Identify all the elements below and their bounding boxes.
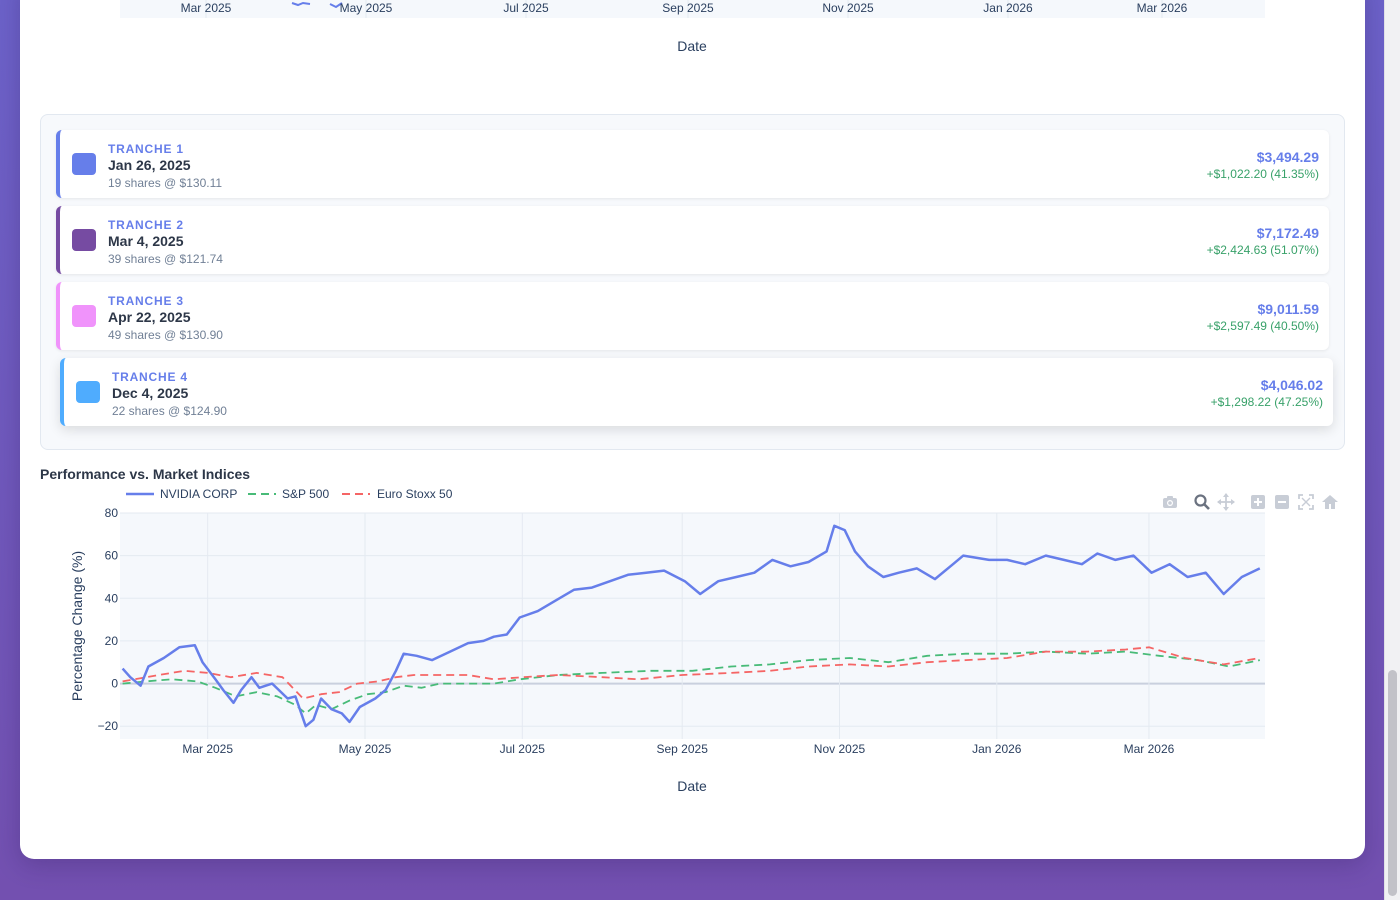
top-x-tick: Sep 2025: [662, 1, 714, 15]
tranche-gain: +$1,298.22 (47.25%): [1210, 395, 1323, 409]
tranche-color-swatch: [72, 305, 96, 327]
tranche-card-4[interactable]: TRANCHE 4 Dec 4, 2025 22 shares @ $124.9…: [60, 358, 1333, 426]
tranche-card-2[interactable]: TRANCHE 2 Mar 4, 2025 39 shares @ $121.7…: [56, 206, 1329, 274]
tranche-label: TRANCHE 3: [108, 294, 184, 308]
camera-icon[interactable]: [1160, 492, 1180, 512]
y-tick-label: 60: [105, 549, 119, 563]
tranche-gain: +$2,424.63 (51.07%): [1206, 243, 1319, 257]
zoom-icon[interactable]: [1192, 492, 1212, 512]
tranche-color-swatch: [72, 153, 96, 175]
series-line-nvidia[interactable]: [121, 524, 1261, 728]
top-chart-plot-area: [120, 0, 1265, 18]
tranche-label: TRANCHE 2: [108, 218, 184, 232]
zoom-in-icon[interactable]: [1248, 492, 1268, 512]
x-tick-label: May 2025: [339, 742, 392, 756]
x-tick-label: Jul 2025: [500, 742, 546, 756]
tranche-label: TRANCHE 4: [112, 370, 188, 384]
y-tick-label: 80: [105, 506, 119, 520]
plot-area: [120, 513, 1265, 739]
y-tick-label: 40: [105, 591, 119, 605]
scrollbar-track[interactable]: [1384, 0, 1400, 900]
autoscale-icon[interactable]: [1296, 492, 1316, 512]
performance-section-title: Performance vs. Market Indices: [40, 466, 251, 482]
x-tick-label: Jan 2026: [972, 742, 1022, 756]
tranche-panel: TRANCHE 1 Jan 26, 2025 19 shares @ $130.…: [40, 114, 1345, 450]
x-tick-label: Nov 2025: [814, 742, 866, 756]
series-line-sp500[interactable]: [122, 650, 1260, 715]
top-x-tick: Nov 2025: [822, 1, 874, 15]
top-x-tick: Jul 2025: [503, 1, 549, 15]
tranche-card-3[interactable]: TRANCHE 3 Apr 22, 2025 49 shares @ $130.…: [56, 282, 1329, 350]
top-chart: Mar 2025 May 2025 Jul 2025 Sep 2025 Nov …: [120, 0, 1265, 54]
axes: −20 0 20 40 60 80 Mar 2025 May 2025 Jul 2025 Sep …: [98, 506, 1175, 756]
top-x-axis-title: Date: [677, 38, 707, 54]
tranche-gain: +$1,022.20 (41.35%): [1206, 167, 1319, 181]
tranche-card-1[interactable]: TRANCHE 1 Jan 26, 2025 19 shares @ $130.…: [56, 130, 1329, 198]
performance-chart[interactable]: −20 0 20 40 60 80 Mar 2025 May 2025 Jul 2025 Sep …: [20, 475, 1365, 815]
tranche-value: $9,011.59: [1257, 301, 1319, 317]
tranche-label: TRANCHE 1: [108, 142, 184, 156]
reset-axes-icon[interactable]: [1320, 492, 1340, 512]
top-x-tick: May 2025: [340, 1, 393, 15]
top-x-tick: Mar 2026: [1137, 1, 1188, 15]
y-tick-label: −20: [98, 719, 119, 733]
tranche-value: $7,172.49: [1256, 225, 1319, 241]
x-axis-title: Date: [677, 778, 707, 794]
y-axis-title: Percentage Change (%): [69, 551, 85, 701]
y-tick-label: 0: [111, 677, 118, 691]
tranche-color-swatch: [72, 229, 96, 251]
y-tick-label: 20: [105, 634, 119, 648]
tranche-shares: 19 shares @ $130.11: [108, 176, 223, 190]
top-x-tick: Mar 2025: [181, 1, 232, 15]
top-chart-gridlines: [205, 0, 1163, 18]
tranche-date: Mar 4, 2025: [108, 233, 184, 249]
tranche-value: $4,046.02: [1260, 377, 1323, 393]
legend-entry-sp500[interactable]: S&P 500: [282, 487, 329, 501]
tranche-date: Jan 26, 2025: [108, 157, 191, 173]
scrollbar-thumb[interactable]: [1388, 670, 1397, 896]
tranche-date: Apr 22, 2025: [108, 309, 191, 325]
x-tick-label: Mar 2026: [1124, 742, 1175, 756]
tranche-date: Dec 4, 2025: [112, 385, 189, 401]
series-lines: [121, 524, 1261, 728]
top-chart-line-fragment: [291, 1, 343, 9]
tranche-gain: +$2,597.49 (40.50%): [1206, 319, 1319, 333]
tranche-color-swatch: [76, 381, 100, 403]
x-tick-label: Sep 2025: [656, 742, 708, 756]
tranche-shares: 39 shares @ $121.74: [108, 252, 223, 266]
tranche-shares: 22 shares @ $124.90: [112, 404, 227, 418]
chart-legend[interactable]: NVIDIA CORP S&P 500 Euro Stoxx 50: [126, 487, 453, 501]
legend-entry-nvidia[interactable]: NVIDIA CORP: [160, 487, 237, 501]
zoom-out-icon[interactable]: [1272, 492, 1292, 512]
tranche-value: $3,494.29: [1256, 149, 1319, 165]
pan-icon[interactable]: [1216, 492, 1236, 512]
series-line-stoxx[interactable]: [122, 646, 1260, 700]
gridlines: [120, 512, 1265, 739]
tranche-shares: 49 shares @ $130.90: [108, 328, 223, 342]
top-x-tick: Jan 2026: [983, 1, 1033, 15]
main-card: Mar 2025 May 2025 Jul 2025 Sep 2025 Nov …: [20, 0, 1365, 859]
x-tick-label: Mar 2025: [182, 742, 233, 756]
legend-entry-stoxx[interactable]: Euro Stoxx 50: [377, 487, 453, 501]
